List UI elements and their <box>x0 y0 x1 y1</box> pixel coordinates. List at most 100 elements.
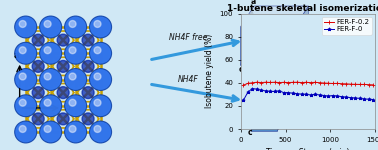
Circle shape <box>254 32 255 35</box>
Circle shape <box>40 42 62 64</box>
Circle shape <box>15 95 37 117</box>
Circle shape <box>270 32 272 35</box>
Polygon shape <box>277 81 288 130</box>
Circle shape <box>19 73 26 80</box>
Circle shape <box>44 21 51 27</box>
Circle shape <box>19 99 26 106</box>
Circle shape <box>69 21 76 27</box>
Circle shape <box>15 69 37 90</box>
Circle shape <box>245 31 249 40</box>
Text: c: c <box>238 65 243 74</box>
Circle shape <box>262 32 263 35</box>
Circle shape <box>65 95 87 117</box>
Circle shape <box>261 52 266 61</box>
Legend: FER-F-0.2, FER-F-0: FER-F-0.2, FER-F-0 <box>322 17 372 34</box>
Circle shape <box>262 43 263 46</box>
Circle shape <box>91 70 110 89</box>
FER-F-0 <box>241 99 246 101</box>
FER-F-0 <box>358 98 362 99</box>
Circle shape <box>270 31 274 40</box>
FER-F-0.2 <box>366 84 371 85</box>
Polygon shape <box>240 44 308 64</box>
Circle shape <box>66 122 85 142</box>
Circle shape <box>90 16 112 38</box>
FER-F-0.2 <box>282 81 286 83</box>
FER-F-0.2 <box>273 81 277 83</box>
Text: b: b <box>301 20 307 29</box>
Polygon shape <box>251 114 288 130</box>
Circle shape <box>44 47 51 54</box>
FER-F-0.2 <box>255 81 259 83</box>
Circle shape <box>19 21 26 27</box>
Circle shape <box>286 52 291 61</box>
Circle shape <box>90 121 112 143</box>
FER-F-0.2 <box>339 83 344 85</box>
Circle shape <box>245 52 249 61</box>
Circle shape <box>15 16 37 38</box>
Polygon shape <box>251 81 288 98</box>
Circle shape <box>287 43 288 46</box>
Circle shape <box>287 32 288 35</box>
FER-F-0 <box>277 90 282 92</box>
FER-F-0 <box>344 96 349 98</box>
Text: c: c <box>248 128 253 137</box>
Polygon shape <box>240 6 308 27</box>
Circle shape <box>253 31 257 40</box>
Circle shape <box>44 126 51 132</box>
Circle shape <box>19 47 26 54</box>
Circle shape <box>245 32 247 35</box>
Circle shape <box>270 119 274 128</box>
Circle shape <box>262 119 266 128</box>
Text: NH4F: NH4F <box>178 75 198 84</box>
FER-F-0 <box>282 92 286 93</box>
FER-F-0.2 <box>259 82 263 83</box>
FER-F-0.2 <box>295 81 299 83</box>
FER-F-0 <box>366 98 371 100</box>
Circle shape <box>82 113 94 125</box>
Circle shape <box>278 41 282 50</box>
Circle shape <box>82 60 94 72</box>
Circle shape <box>278 31 282 40</box>
Polygon shape <box>240 27 295 64</box>
Circle shape <box>279 43 280 46</box>
FER-F-0.2 <box>349 83 353 85</box>
Circle shape <box>279 54 280 56</box>
FER-F-0 <box>255 88 259 90</box>
Circle shape <box>254 110 259 118</box>
Circle shape <box>66 70 85 89</box>
Circle shape <box>261 41 266 50</box>
FER-F-0.2 <box>313 81 317 83</box>
FER-F-0.2 <box>344 83 349 85</box>
Circle shape <box>15 121 37 143</box>
Polygon shape <box>295 6 308 64</box>
FER-F-0.2 <box>362 84 367 85</box>
Polygon shape <box>251 98 277 130</box>
Circle shape <box>57 113 69 125</box>
Circle shape <box>65 42 87 64</box>
FER-F-0 <box>349 97 353 99</box>
Circle shape <box>82 34 94 46</box>
FER-F-0 <box>246 91 250 93</box>
FER-F-0 <box>371 99 375 100</box>
Title: 1-butene skeletal isomerization: 1-butene skeletal isomerization <box>227 4 378 13</box>
Circle shape <box>255 111 257 114</box>
Circle shape <box>16 44 36 63</box>
Circle shape <box>32 113 44 125</box>
Circle shape <box>287 54 288 56</box>
FER-F-0 <box>259 89 263 91</box>
Circle shape <box>94 126 101 132</box>
FER-F-0 <box>322 95 326 96</box>
Circle shape <box>245 43 247 46</box>
FER-F-0.2 <box>241 84 246 86</box>
FER-F-0 <box>326 95 331 97</box>
Circle shape <box>66 44 85 63</box>
Circle shape <box>41 70 60 89</box>
FER-F-0 <box>299 93 304 95</box>
Circle shape <box>254 119 259 128</box>
Circle shape <box>263 102 264 105</box>
FER-F-0 <box>313 93 317 95</box>
Circle shape <box>253 41 257 50</box>
Circle shape <box>57 87 69 99</box>
FER-F-0.2 <box>277 82 282 83</box>
Text: a: a <box>256 71 261 80</box>
